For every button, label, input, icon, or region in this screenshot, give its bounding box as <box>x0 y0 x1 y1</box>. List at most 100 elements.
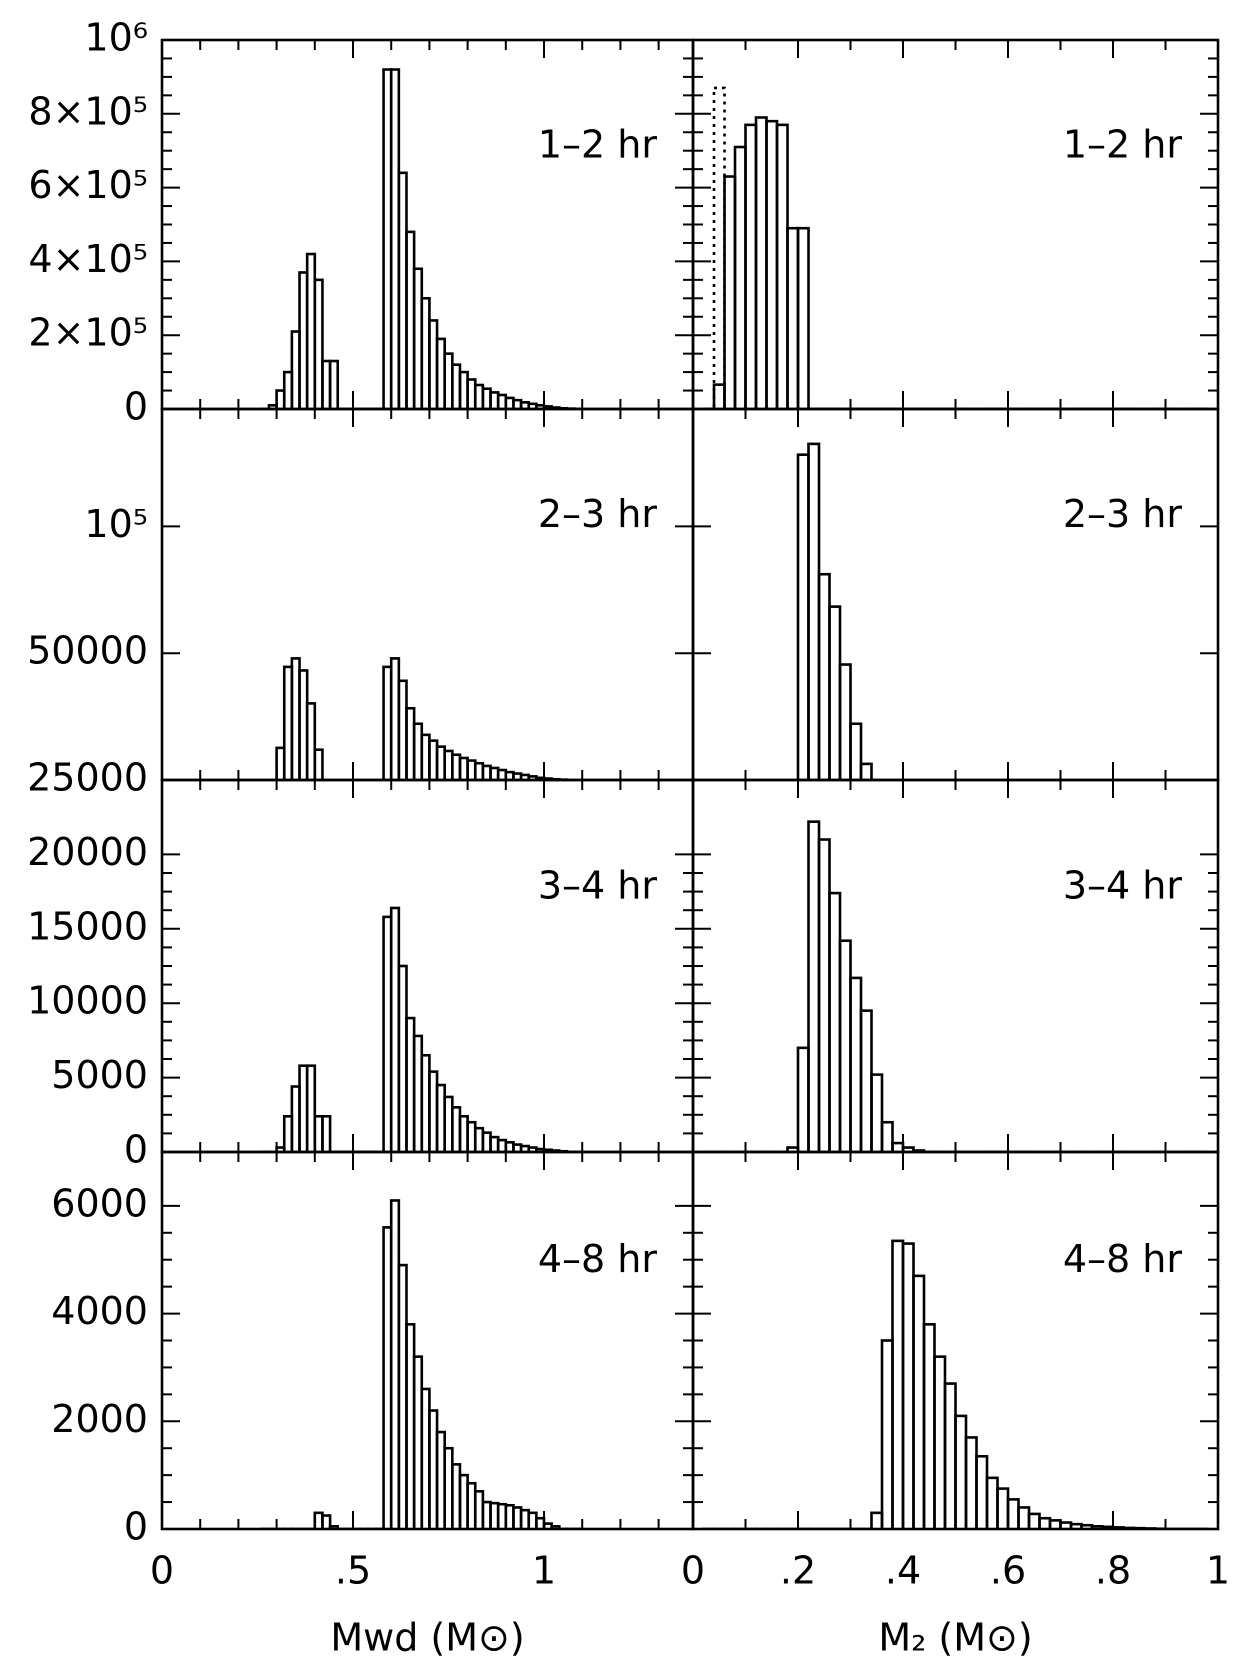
histogram-bar <box>964 1436 978 1529</box>
y-tick-label: 10⁶ <box>84 16 148 60</box>
histogram-bar <box>313 748 324 780</box>
histogram-bar <box>754 116 768 409</box>
histogram-bar <box>321 1114 332 1152</box>
histogram-bar <box>542 777 553 780</box>
panel-annotation: 4–8 hr <box>1063 1237 1183 1281</box>
histogram-bar <box>943 1382 957 1529</box>
panel-annotation: 1–2 hr <box>538 123 658 167</box>
y-tick-label: 0 <box>124 1505 148 1549</box>
x-tick-label: .5 <box>335 1549 371 1593</box>
histogram-bar <box>838 939 852 1152</box>
panel-frame <box>160 1150 695 1531</box>
y-tick-label: 25000 <box>27 756 148 800</box>
histogram-bar <box>1038 1516 1052 1529</box>
histogram-bar <box>817 838 831 1152</box>
histogram-bar <box>828 891 842 1152</box>
histogram-bar <box>535 404 546 409</box>
histogram-bar <box>527 775 538 780</box>
histogram-bar <box>1080 1523 1094 1529</box>
y-tick-label: 6000 <box>51 1181 148 1225</box>
histogram-bar <box>321 1514 332 1529</box>
histogram-bar <box>849 722 863 780</box>
histogram-bar <box>975 1454 989 1529</box>
histogram-bar <box>1090 1525 1104 1529</box>
histogram-bar <box>542 405 553 409</box>
histogram-bar <box>859 762 873 780</box>
panel-annotation: 4–8 hr <box>538 1237 658 1281</box>
panel-frame <box>691 778 1220 1154</box>
histogram-bar <box>1111 1526 1125 1529</box>
histogram-bar <box>1101 1525 1115 1529</box>
histogram-bar <box>305 1064 317 1152</box>
histogram-bar <box>996 1487 1010 1529</box>
panel <box>702 1239 1209 1529</box>
y-tick-label: 4000 <box>51 1289 148 1333</box>
histogram-bar <box>796 1046 810 1152</box>
panel <box>260 68 584 409</box>
y-tick-label: 6×10⁵ <box>28 163 148 207</box>
histogram-bar <box>849 976 863 1152</box>
histogram-bar <box>922 1323 936 1529</box>
histogram-bar <box>954 1414 968 1529</box>
y-tick-label: 5000 <box>51 1053 148 1097</box>
histogram-bar <box>267 404 278 409</box>
histogram-bar <box>807 442 821 780</box>
y-tick-label: 4×10⁵ <box>28 237 148 281</box>
panel-annotation: 2–3 hr <box>538 492 658 536</box>
y-tick-label: 10⁵ <box>84 502 148 546</box>
y-tick-label: 2×10⁵ <box>28 311 148 355</box>
panel-annotation: 3–4 hr <box>1063 863 1183 907</box>
panel-annotation: 1–2 hr <box>1063 123 1183 167</box>
histogram-bar <box>712 86 726 409</box>
histogram-bar <box>305 702 317 780</box>
y-tick-label: 15000 <box>27 904 148 948</box>
panel-frame <box>691 407 1220 782</box>
histogram-bar <box>550 406 561 409</box>
y-tick-label: 50000 <box>27 629 148 673</box>
panel <box>260 906 584 1152</box>
panel-annotation: 3–4 hr <box>538 863 658 907</box>
panel <box>702 86 1209 409</box>
histogram-bar <box>550 1149 561 1152</box>
histogram-bar <box>891 1239 905 1529</box>
histogram-bar <box>765 119 779 409</box>
histogram-bar <box>859 1009 873 1152</box>
histogram-bar <box>775 123 789 409</box>
histogram-bar <box>985 1476 999 1529</box>
panel <box>260 1199 584 1529</box>
panel-frame <box>160 407 695 782</box>
x-axis-label: M₂ (M⊙) <box>878 1616 1032 1660</box>
histogram-bar <box>901 1242 915 1529</box>
histogram-bar <box>328 1525 340 1529</box>
y-tick-label: 10000 <box>27 979 148 1023</box>
x-tick-label: 0 <box>681 1549 705 1593</box>
histogram-bar <box>723 175 737 409</box>
panel <box>796 442 873 780</box>
panel-annotation: 2–3 hr <box>1063 492 1183 536</box>
x-tick-label: .2 <box>780 1549 816 1593</box>
histogram-bar <box>733 145 747 409</box>
y-tick-label: 8×10⁵ <box>28 89 148 133</box>
histogram-bar <box>542 1148 553 1152</box>
y-tick-label: 2000 <box>51 1397 148 1441</box>
histogram-bar <box>313 278 324 409</box>
x-tick-label: 1 <box>532 1549 556 1593</box>
histogram-bar <box>891 1141 905 1152</box>
histogram-bar <box>1048 1519 1062 1529</box>
y-tick-label: 0 <box>124 1128 148 1172</box>
histogram-bar <box>550 1525 561 1529</box>
panel-frame <box>691 38 1220 411</box>
panel-frame <box>160 38 695 411</box>
y-tick-label: 0 <box>124 385 148 429</box>
histogram-bar <box>880 1120 894 1152</box>
histogram-bar <box>912 1149 926 1152</box>
histogram-bar <box>535 776 546 780</box>
histogram-bar <box>744 123 758 409</box>
histogram-bar <box>912 1274 926 1529</box>
histogram-bar <box>838 663 852 780</box>
x-tick-label: .4 <box>885 1549 921 1593</box>
histogram-bar <box>535 1147 546 1152</box>
panel <box>702 820 1209 1152</box>
histogram-bar <box>796 453 810 780</box>
